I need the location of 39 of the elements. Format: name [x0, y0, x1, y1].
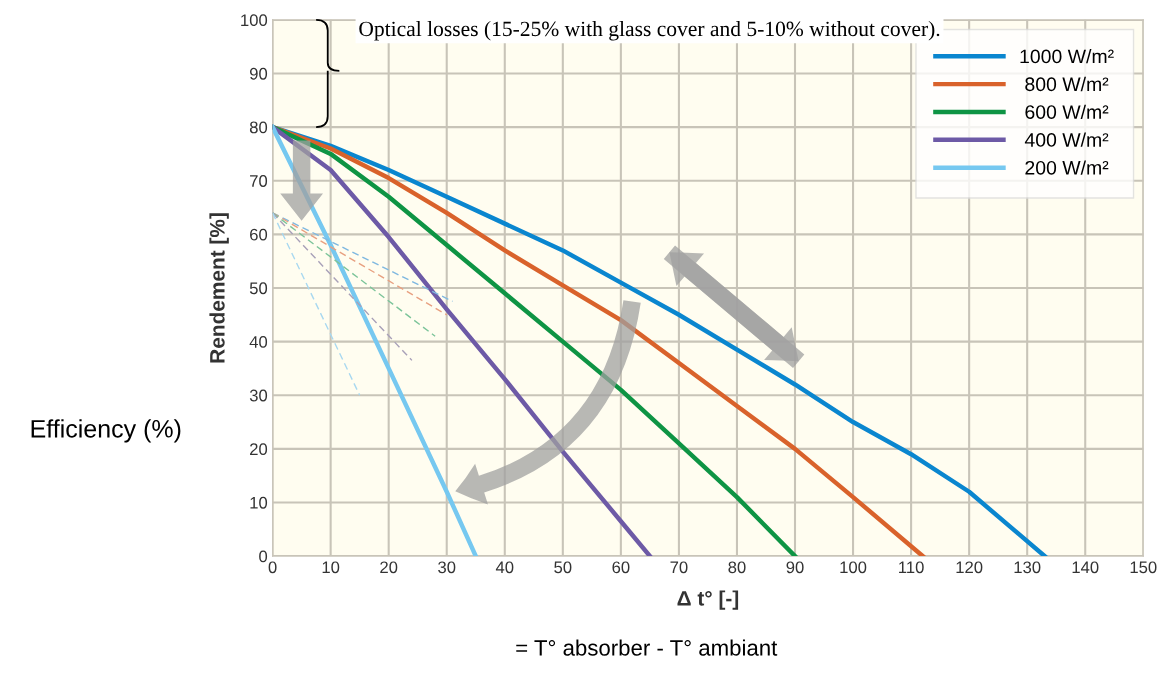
legend-label: 200 W/m² [1025, 160, 1109, 175]
y-tick-label: 80 [249, 121, 268, 134]
y-tick-label: 30 [249, 389, 268, 402]
y-tick-label: 20 [250, 443, 268, 456]
text: Efficiency (%) [31, 419, 181, 443]
y-tick-label: 50 [249, 282, 268, 295]
y-tick-label: 10 [250, 496, 268, 509]
line-series [272, 124, 925, 557]
legend-label: 800 W/m² [1025, 76, 1109, 92]
x-tick-label: 120 [956, 561, 983, 574]
x-tick-label: 110 [899, 561, 924, 574]
x-tick-label: 150 [1130, 561, 1157, 574]
y-tick-label: 100 [241, 14, 268, 27]
legend-label: 600 W/m² [1025, 104, 1109, 119]
annotation: Optical losses (15-25% with glass cover and 5-10% without cover). [359, 20, 940, 41]
x-axis-title: Δ t° [-] [677, 590, 739, 610]
line-series [272, 124, 653, 557]
x-tick-label: 130 [1014, 561, 1041, 574]
x-tick-label: 90 [786, 561, 804, 574]
y-tick-label: 0 [259, 550, 268, 563]
x-tick-label: 0 [268, 561, 277, 574]
y-tick-label: 70 [250, 175, 268, 187]
x-tick-label: 40 [495, 561, 514, 574]
y-tick-label: 40 [249, 335, 268, 348]
x-tick-label: 10 [322, 561, 340, 574]
x-tick-label: 60 [612, 561, 630, 574]
x-tick-label: 140 [1072, 561, 1099, 574]
y-tick-label: 90 [249, 67, 268, 80]
x-tick-label: 80 [728, 561, 746, 574]
x-tick-label: 70 [670, 561, 688, 574]
legend-label: 1000 W/m² [1020, 49, 1114, 64]
text: = T° absorber - T° ambiant [516, 639, 778, 656]
legend-label: 400 W/m² [1024, 132, 1109, 147]
x-tick-label: 20 [380, 561, 398, 574]
y-tick-label: 60 [250, 228, 268, 241]
x-tick-label: 100 [840, 561, 867, 574]
y-axis-title: Rendement [%] [209, 213, 229, 363]
x-tick-label: 50 [554, 561, 572, 574]
x-tick-label: 30 [438, 561, 456, 574]
